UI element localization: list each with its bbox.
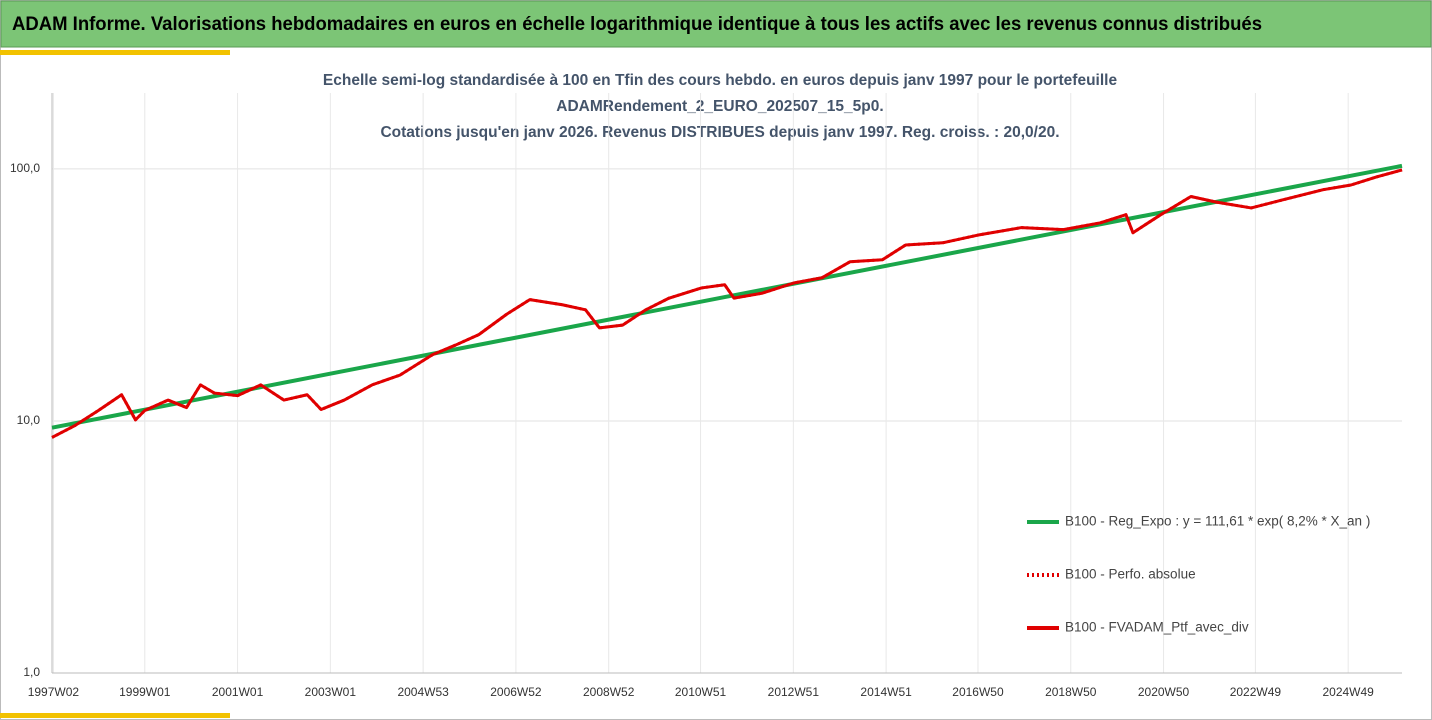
legend-label: B100 - Reg_Expo : y = 111,61 * exp( 8,2%… — [1065, 514, 1370, 529]
chart-title: Cotations jusqu'en janv 2026. Revenus DI… — [380, 124, 1059, 141]
series-line — [51, 168, 1403, 439]
series-line — [51, 163, 1403, 430]
x-tick-label: 2020W50 — [1138, 685, 1190, 699]
x-tick-label: 2008W52 — [583, 685, 635, 699]
y-tick-label: 1,0 — [23, 665, 40, 679]
x-tick-label: 2004W53 — [397, 685, 449, 699]
x-tick-label: 2018W50 — [1045, 685, 1097, 699]
x-tick-label: 2024W49 — [1322, 685, 1374, 699]
y-tick-label: 100,0 — [10, 161, 40, 175]
x-tick-label: 2014W51 — [860, 685, 912, 699]
legend-label: B100 - FVADAM_Ptf_avec_div — [1065, 620, 1249, 635]
legend-label: B100 - Perfo. absolue — [1065, 567, 1196, 582]
header-title: ADAM Informe. Valorisations hebdomadaire… — [12, 14, 1262, 35]
x-tick-label: 2010W51 — [675, 685, 727, 699]
x-tick-label: 2012W51 — [768, 685, 820, 699]
x-tick-label: 2003W01 — [305, 685, 357, 699]
header-bar — [0, 0, 1432, 48]
y-tick-label: 10,0 — [17, 413, 41, 427]
x-tick-label: 2001W01 — [212, 685, 264, 699]
chart-title: ADAMRendement_2_EURO_202507_15_5p0. — [556, 98, 883, 115]
x-tick-label: 1997W02 — [28, 685, 80, 699]
x-tick-label: 2022W49 — [1230, 685, 1282, 699]
accent — [0, 50, 230, 55]
x-tick-label: 2016W50 — [952, 685, 1004, 699]
accent — [0, 713, 230, 718]
chart-title: Echelle semi-log standardisée à 100 en T… — [323, 72, 1118, 89]
x-tick-label: 1999W01 — [119, 685, 171, 699]
x-tick-label: 2006W52 — [490, 685, 542, 699]
